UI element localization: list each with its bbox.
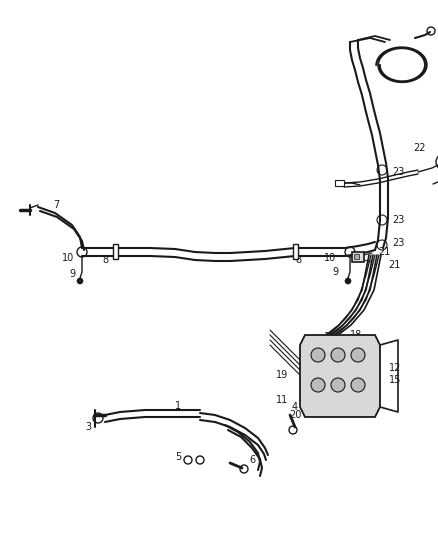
Bar — [293, 244, 298, 259]
Text: 23: 23 — [392, 167, 404, 177]
Bar — [113, 244, 118, 259]
Polygon shape — [300, 335, 380, 417]
Text: 23: 23 — [392, 215, 404, 225]
Text: 21: 21 — [388, 260, 400, 270]
Circle shape — [345, 278, 351, 284]
Circle shape — [77, 278, 83, 284]
Text: 8: 8 — [295, 255, 301, 265]
Text: 11: 11 — [276, 395, 288, 405]
Text: 1: 1 — [175, 401, 181, 411]
Text: 12: 12 — [389, 363, 401, 373]
Circle shape — [311, 348, 325, 362]
Text: 17: 17 — [336, 337, 348, 347]
Text: 10: 10 — [324, 253, 336, 263]
Text: 18: 18 — [350, 330, 362, 340]
Text: 3: 3 — [85, 422, 91, 432]
Text: 19: 19 — [276, 370, 288, 380]
Bar — [352, 252, 364, 262]
Circle shape — [331, 378, 345, 392]
Text: 21: 21 — [378, 247, 390, 257]
Text: 23: 23 — [392, 238, 404, 248]
Text: 6: 6 — [249, 455, 255, 465]
Bar — [335, 180, 344, 186]
Text: 9: 9 — [332, 267, 338, 277]
Text: 15: 15 — [389, 375, 401, 385]
Circle shape — [351, 348, 365, 362]
Circle shape — [351, 378, 365, 392]
Text: 7: 7 — [53, 200, 59, 210]
Text: 10: 10 — [62, 253, 74, 263]
Text: 16: 16 — [324, 332, 336, 342]
Text: 9: 9 — [69, 269, 75, 279]
Circle shape — [311, 378, 325, 392]
Bar — [354, 254, 359, 259]
Text: 4: 4 — [292, 402, 298, 412]
Text: 8: 8 — [102, 255, 108, 265]
Text: 20: 20 — [289, 410, 301, 420]
Text: 22: 22 — [414, 143, 426, 153]
Circle shape — [331, 348, 345, 362]
Text: 5: 5 — [175, 452, 181, 462]
